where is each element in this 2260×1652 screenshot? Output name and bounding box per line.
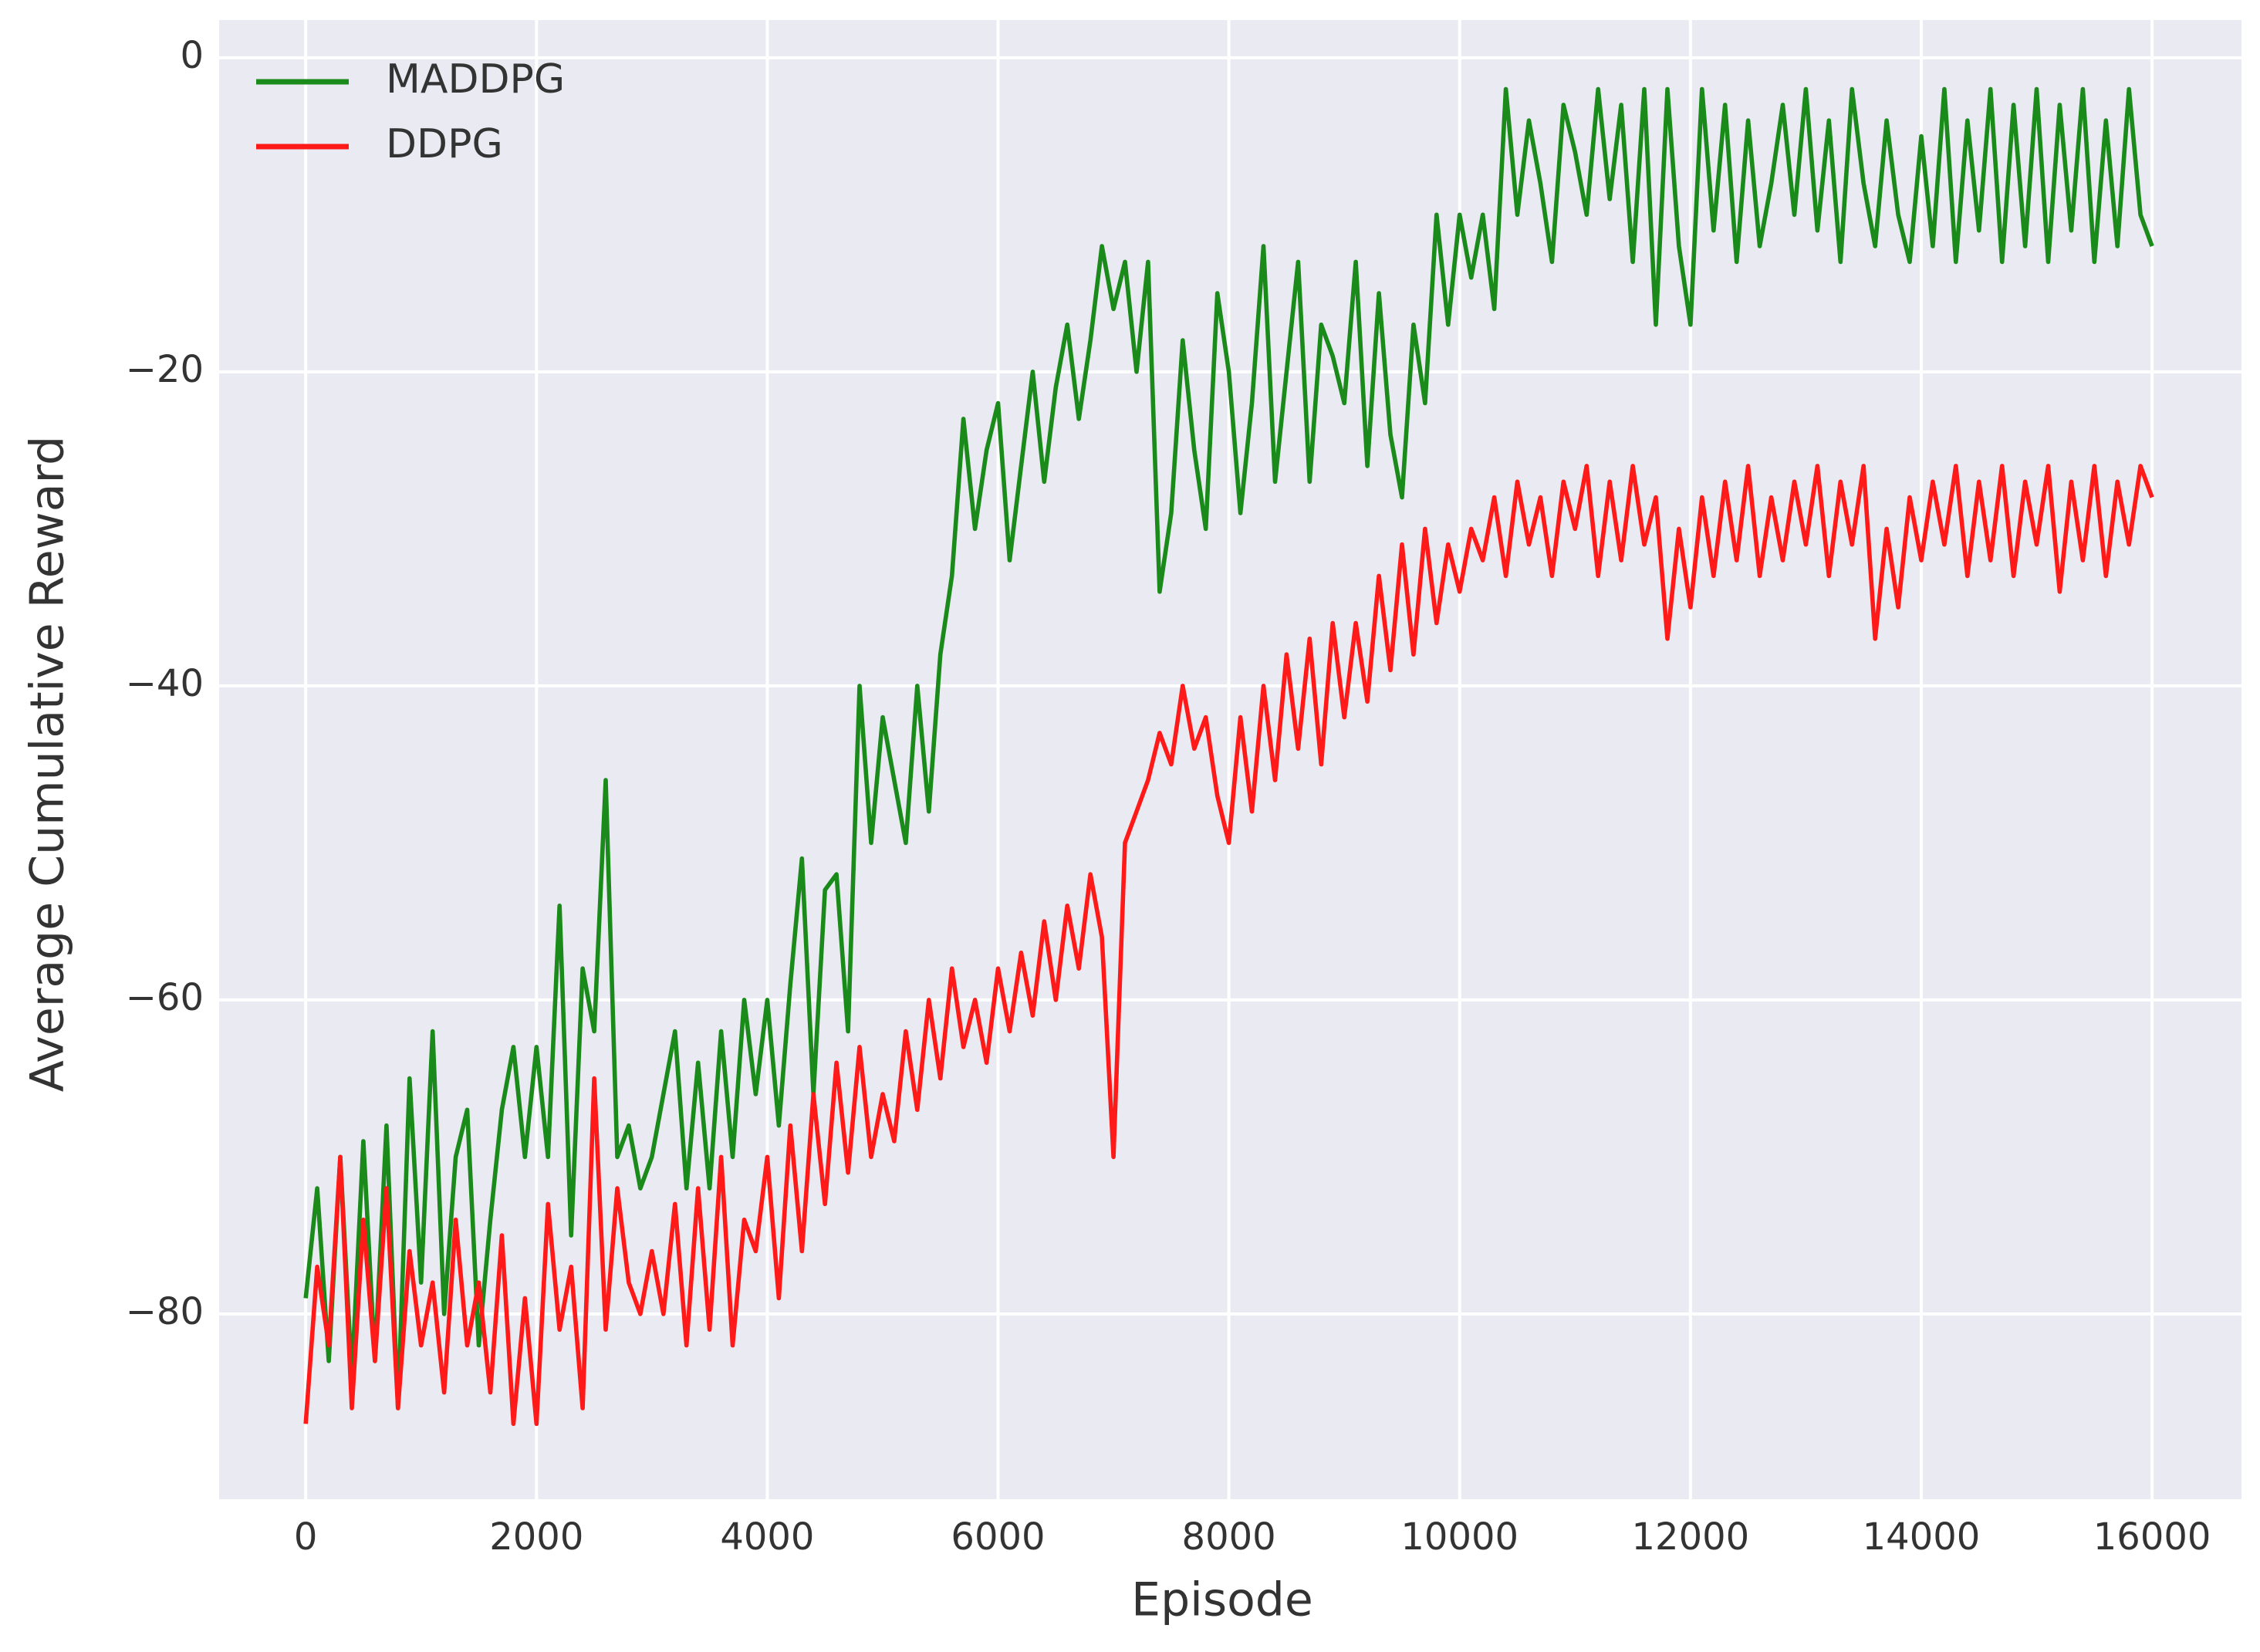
y-tick-label: −80 — [126, 1290, 204, 1333]
y-tick-label: −20 — [126, 348, 204, 391]
legend-label: MADDPG — [386, 56, 565, 103]
x-tick-label: 10000 — [1400, 1515, 1518, 1559]
y-tick-label: −40 — [126, 662, 204, 705]
x-axis-label: Episode — [1131, 1573, 1313, 1627]
x-tick-label: 4000 — [720, 1515, 814, 1559]
y-tick-label: 0 — [180, 34, 204, 77]
legend-label: DDPG — [386, 121, 503, 167]
data-line — [303, 464, 2154, 1427]
x-tick-label: 8000 — [1182, 1515, 1276, 1559]
y-axis-label: Average Cumulative Reward — [21, 436, 75, 1092]
x-tick-label: 12000 — [1632, 1515, 1750, 1559]
y-tick-label: −60 — [126, 976, 204, 1019]
data-line — [303, 86, 2154, 1410]
x-tick-label: 2000 — [489, 1515, 583, 1559]
x-tick-label: 0 — [294, 1515, 318, 1559]
x-tick-label: 6000 — [951, 1515, 1045, 1559]
x-tick-label: 14000 — [1863, 1515, 1981, 1559]
x-tick-label: 16000 — [2093, 1515, 2211, 1559]
